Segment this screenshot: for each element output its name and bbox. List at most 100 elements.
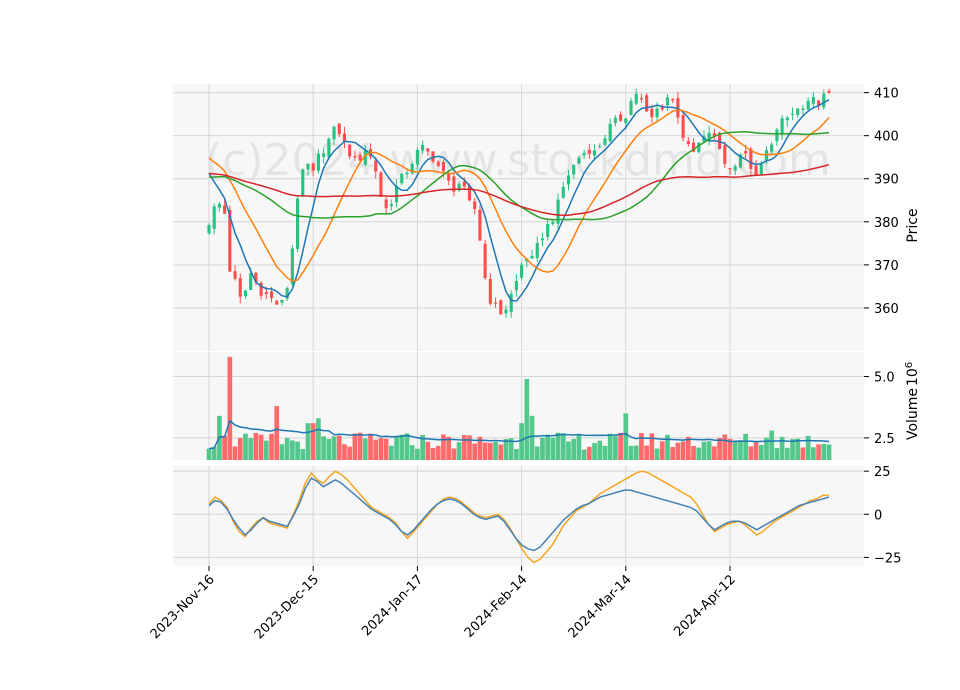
candle-body xyxy=(342,133,347,142)
volume-bar xyxy=(764,437,769,460)
candle-body xyxy=(827,91,831,93)
volume-bar xyxy=(555,432,561,460)
volume-bar xyxy=(821,443,827,460)
volume-bar xyxy=(488,442,493,460)
candle-body xyxy=(613,117,617,123)
candle-body xyxy=(775,129,779,142)
price-tick-label: 410 xyxy=(874,87,899,102)
volume-bar xyxy=(451,448,457,460)
candle-body xyxy=(603,138,607,145)
candle-body xyxy=(790,113,795,115)
candle-body xyxy=(285,288,289,299)
candle-body xyxy=(587,149,591,154)
volume-axis-label: Volume xyxy=(905,388,921,440)
volume-bar xyxy=(586,446,592,460)
volume-bar xyxy=(805,435,811,460)
volume-bar xyxy=(519,423,524,460)
candle-body xyxy=(296,198,300,249)
candle-body xyxy=(566,175,571,185)
candle-body xyxy=(780,118,784,134)
volume-bar xyxy=(472,443,478,460)
volume-tick-label: 5.0 xyxy=(874,371,895,386)
volume-bar xyxy=(347,446,353,460)
volume-bar xyxy=(659,441,665,460)
candle-body xyxy=(728,168,732,170)
volume-bar xyxy=(816,444,821,460)
volume-bar xyxy=(529,415,535,460)
volume-bar xyxy=(524,379,530,460)
volume-bar xyxy=(696,447,702,460)
volume-bar xyxy=(618,432,623,460)
candle-body xyxy=(738,154,742,168)
volume-bar xyxy=(597,440,603,460)
oscillator-tick-label: 25 xyxy=(874,465,891,480)
volume-bar xyxy=(779,436,785,460)
candle-body xyxy=(671,98,675,101)
candle-body xyxy=(306,163,310,170)
indicator-lines xyxy=(208,99,830,564)
volume-tick-label: 2.5 xyxy=(874,432,895,447)
volume-bar xyxy=(378,438,384,460)
price-tick-label: 400 xyxy=(874,130,899,145)
volume-bar xyxy=(581,449,587,460)
candle-body xyxy=(264,292,268,295)
candle-body xyxy=(634,93,638,104)
volume-bar xyxy=(321,436,326,460)
volume-bar xyxy=(441,434,446,460)
candle-body xyxy=(754,165,758,175)
candle-body xyxy=(259,282,263,296)
volume-bar xyxy=(560,433,566,460)
candle-body xyxy=(686,141,690,145)
volume-bar xyxy=(310,423,316,460)
candle-body xyxy=(217,203,221,208)
candle-body xyxy=(764,150,769,161)
candle-body xyxy=(228,209,232,272)
candle-body xyxy=(712,133,716,137)
volume-bar xyxy=(435,445,441,460)
candle-body xyxy=(514,281,518,291)
candle-body xyxy=(817,100,821,107)
oscillator-fast-line xyxy=(208,470,829,564)
candle-body xyxy=(691,142,696,152)
candle-body xyxy=(488,278,492,304)
candle-body xyxy=(592,150,597,156)
candle-body xyxy=(452,176,456,192)
x-tick-label: 2024-Feb-14 xyxy=(462,572,531,641)
candle-body xyxy=(619,114,623,121)
volume-bar xyxy=(373,439,379,460)
volume-bar xyxy=(654,448,660,460)
volume-bar xyxy=(790,439,795,460)
volume-bar xyxy=(258,434,264,460)
candle-body xyxy=(400,173,404,184)
volume-bar xyxy=(357,432,363,460)
volume-bar xyxy=(227,356,233,460)
volume-bar xyxy=(263,440,269,460)
volume-bar xyxy=(743,433,748,460)
volume-bar xyxy=(623,413,629,460)
candle-body xyxy=(655,108,659,118)
volume-bar xyxy=(633,445,639,460)
volume-bar xyxy=(237,438,243,460)
volume-bar xyxy=(383,438,389,460)
volume-bar xyxy=(540,437,545,460)
volume-bar xyxy=(498,444,504,460)
candle-body xyxy=(624,118,628,124)
candle-body xyxy=(233,271,237,279)
candle-body xyxy=(212,206,216,229)
candle-body xyxy=(629,100,633,116)
candle-body xyxy=(478,209,482,241)
candle-body xyxy=(556,199,560,224)
volume-bar xyxy=(279,444,285,460)
candle-body xyxy=(405,172,409,175)
candle-body xyxy=(493,302,498,304)
ma-very-long-line xyxy=(208,163,830,217)
candle-body xyxy=(650,108,654,118)
candle-body xyxy=(577,157,581,164)
candle-body xyxy=(207,225,211,234)
candle-body xyxy=(665,97,670,106)
volume-bar xyxy=(758,444,764,460)
candle-body xyxy=(410,163,414,174)
candle-body xyxy=(348,144,352,157)
candle-body xyxy=(535,242,539,258)
